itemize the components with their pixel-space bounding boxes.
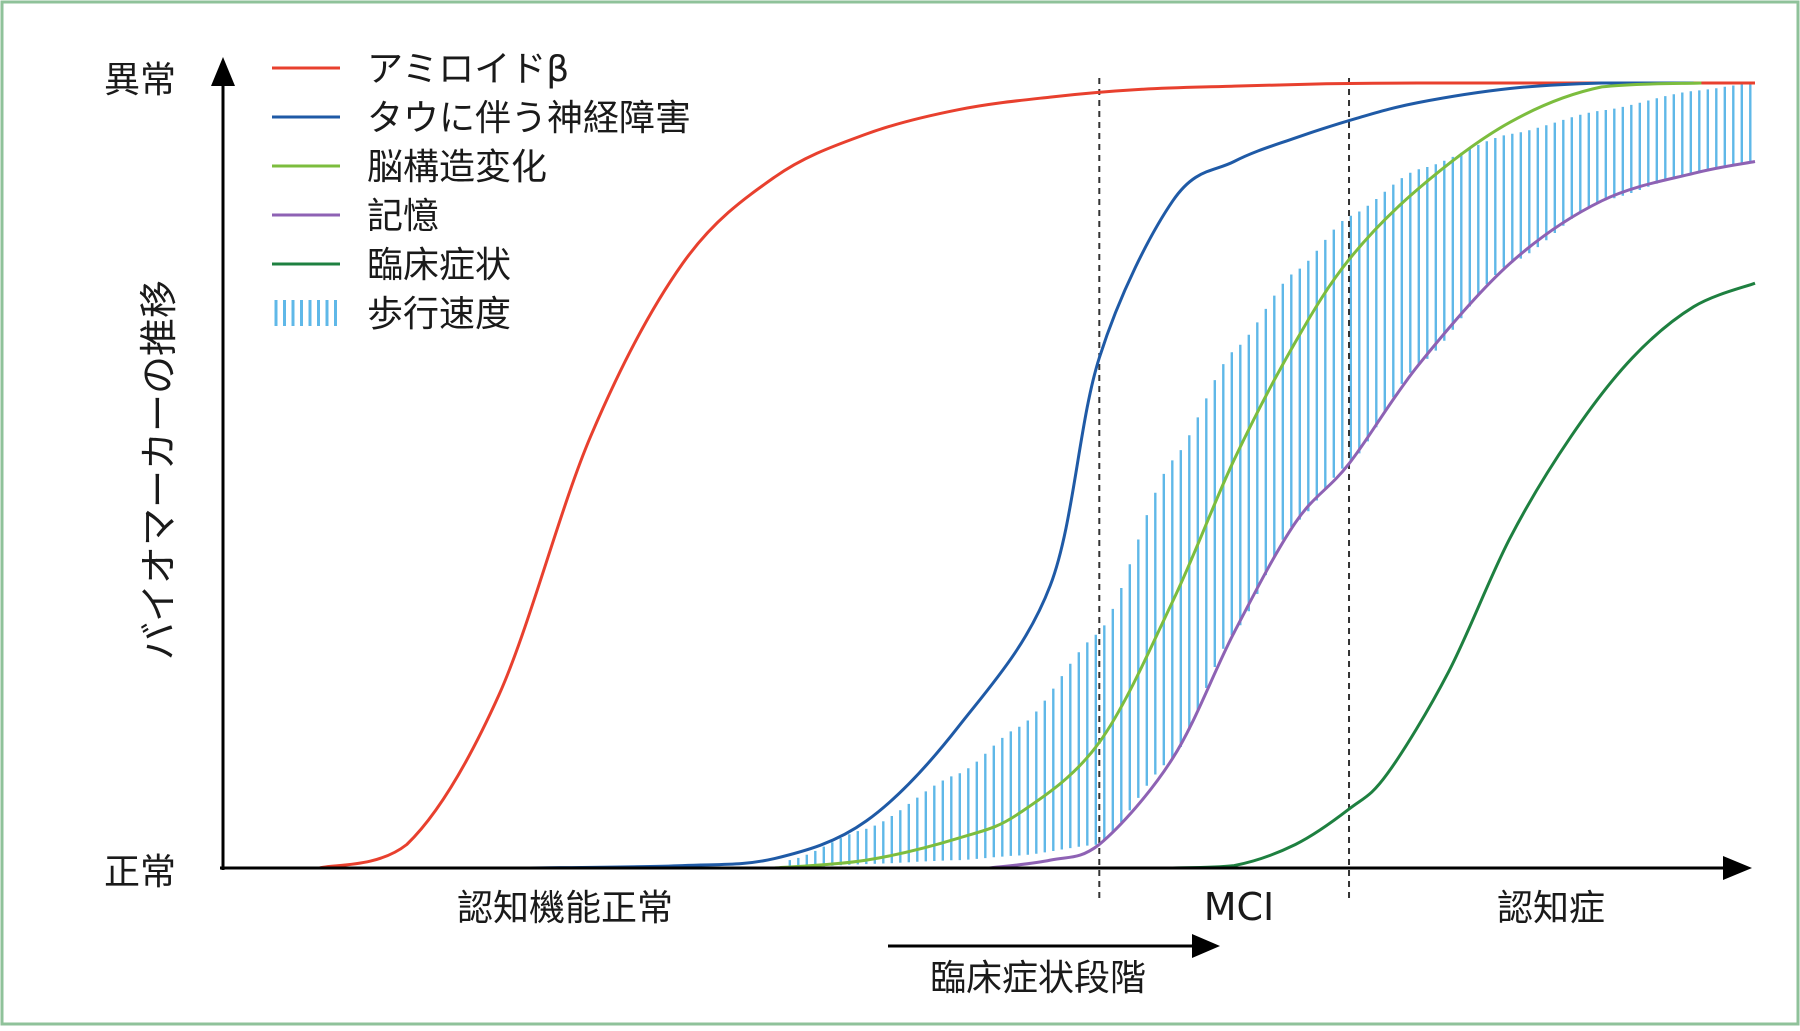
series-line-1 xyxy=(529,81,1694,870)
legend-label: 記憶 xyxy=(367,196,439,237)
y-tick-bottom: 正常 xyxy=(104,852,176,893)
x-tick-normal-cognition: 認知機能正常 xyxy=(457,888,673,929)
series-line-0 xyxy=(319,81,1755,870)
series-line-4 xyxy=(1172,281,1756,870)
stage-dividers xyxy=(1098,78,1351,900)
x-tick-mci: MCI xyxy=(1204,885,1275,929)
legend-label: 脳構造変化 xyxy=(367,147,547,188)
legend-item-2: 脳構造変化 xyxy=(272,147,547,188)
clinical-stage-arrow: 臨床症状段階 xyxy=(888,934,1220,999)
legend-item-4: 臨床症状 xyxy=(272,245,511,286)
legend-item-1: タウに伴う神経障害 xyxy=(272,98,691,139)
y-tick-top: 異常 xyxy=(104,60,176,101)
legend-swatch-hatch xyxy=(274,300,337,326)
legend-label: アミロイドβ xyxy=(367,49,569,90)
y-axis-label: バイオマーカーの推移 xyxy=(137,280,181,660)
series-line-2 xyxy=(774,81,1702,870)
series-lines-layer xyxy=(319,81,1756,870)
legend-label: 臨床症状 xyxy=(367,245,511,286)
x-tick-dementia: 認知症 xyxy=(1497,888,1605,929)
walking-speed-hatch-layer xyxy=(788,83,1752,868)
series-line-3 xyxy=(988,160,1756,870)
legend-item-5: 歩行速度 xyxy=(274,294,511,335)
y-axis-arrowhead xyxy=(211,57,235,86)
axes xyxy=(211,57,1752,880)
clinical-stage-arrowhead xyxy=(1192,934,1220,958)
legend-item-3: 記憶 xyxy=(272,196,439,237)
clinical-stage-label: 臨床症状段階 xyxy=(930,958,1146,999)
legend-label: タウに伴う神経障害 xyxy=(367,98,691,139)
legend-label: 歩行速度 xyxy=(367,294,511,335)
x-axis-arrowhead xyxy=(1723,856,1752,880)
legend-item-0: アミロイドβ xyxy=(272,49,569,90)
